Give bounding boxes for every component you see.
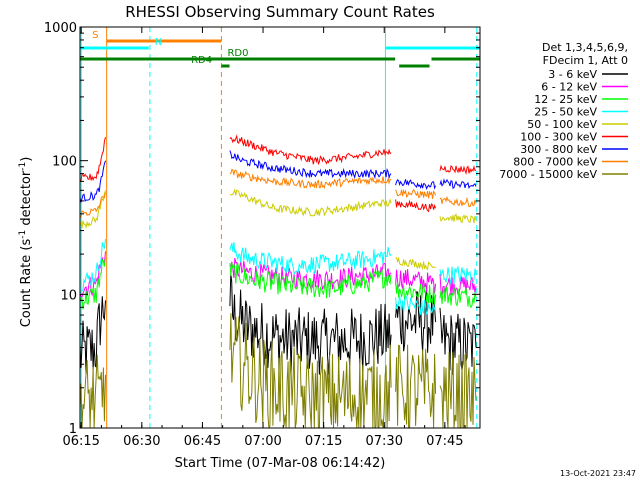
y-axis-label-mid: detector: [19, 170, 34, 230]
state-bar-label-0: S: [92, 30, 98, 41]
chart-title: RHESSI Observing Summary Count Rates: [125, 3, 435, 21]
state-bars: S N RD0 RD4: [80, 30, 480, 68]
y-axis-label-main: Count Rate (s: [19, 239, 34, 328]
svg-text:Count Rate (s-1 detector-1): Count Rate (s-1 detector-1): [18, 157, 34, 328]
legend-label-0: 3 - 6 keV: [548, 68, 597, 81]
series-line-0: [80, 273, 477, 375]
y-tick-label-3: 1000: [44, 21, 77, 36]
legend-label-3: 25 - 50 keV: [534, 106, 597, 119]
legend-label-6: 300 - 800 keV: [520, 143, 597, 156]
y-tick-label-2: 100: [52, 155, 77, 170]
legend-header-line2: FDecim 1, Att 0: [543, 54, 628, 67]
series-line-6: [80, 150, 477, 203]
plot-frame: [79, 26, 481, 429]
x-tick-label-4: 07:15: [305, 434, 342, 449]
y-tick-label-1: 10: [60, 288, 77, 303]
y-axis-ticks: 1 10 100 1000: [44, 21, 480, 437]
legend-label-8: 7000 - 15000 keV: [499, 168, 597, 181]
series-line-2: [80, 257, 477, 310]
series-line-3: [80, 238, 477, 316]
x-axis-label: Start Time (07-Mar-08 06:14:42): [175, 456, 386, 471]
state-bar-label-3: RD0: [227, 48, 248, 59]
x-tick-label-1: 06:30: [123, 434, 160, 449]
footer-timestamp: 13-Oct-2021 23:47: [560, 469, 636, 478]
legend-label-4: 50 - 100 keV: [527, 118, 597, 131]
state-bar-label-1: N: [155, 37, 162, 48]
legend-label-1: 6 - 12 keV: [541, 81, 597, 94]
x-tick-label-2: 06:45: [184, 434, 221, 449]
series-line-5: [80, 134, 477, 213]
y-axis-label-sup2: -1: [18, 162, 28, 171]
legend-header-line1: Det 1,3,4,5,6,9,: [542, 41, 628, 54]
x-tick-label-0: 06:15: [62, 434, 99, 449]
x-tick-label-6: 07:45: [426, 434, 463, 449]
legend-label-2: 12 - 25 keV: [534, 93, 597, 106]
series-line-8: [80, 313, 477, 428]
y-axis-label-sup1: -1: [18, 230, 28, 239]
series-layer: [80, 134, 477, 428]
series-line-4: [80, 188, 477, 271]
legend-label-7: 800 - 7000 keV: [513, 156, 597, 169]
x-tick-label-3: 07:00: [244, 434, 281, 449]
legend-label-5: 100 - 300 keV: [520, 131, 597, 144]
y-axis-label: Count Rate (s-1 detector-1): [18, 157, 34, 328]
y-tick-label-0: 1: [69, 422, 77, 437]
x-tick-label-5: 07:30: [366, 434, 403, 449]
y-axis-label-end: ): [19, 157, 34, 162]
series-line-7: [80, 168, 477, 218]
state-bar-label-6: RD4: [191, 55, 212, 66]
transition-lines: [80, 27, 478, 428]
legend: Det 1,3,4,5,6,9, FDecim 1, Att 0 3 - 6 k…: [499, 41, 628, 181]
x-axis-ticks: 06:15 06:30 06:45 07:00 07:15 07:30 07:45: [62, 27, 466, 449]
